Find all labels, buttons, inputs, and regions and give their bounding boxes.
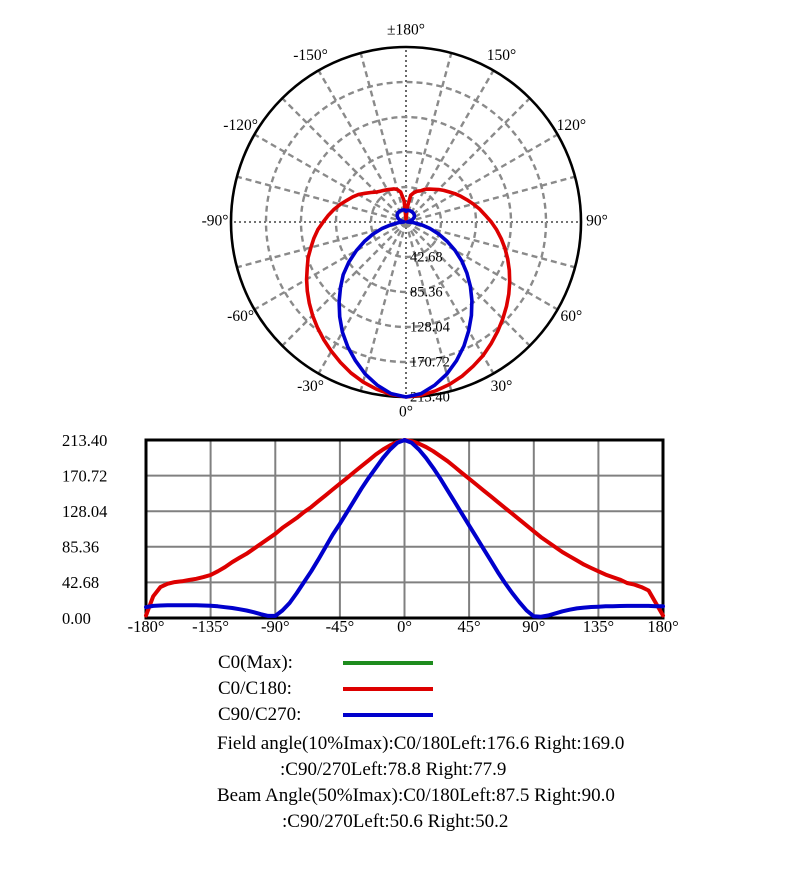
cartesian-x-tick-label: -45° [326, 617, 355, 636]
cartesian-x-tick-label: 180° [647, 617, 678, 636]
legend-swatch-c90c270 [343, 713, 433, 717]
polar-radial-gridline [253, 220, 407, 311]
polar-radial-gridline [405, 220, 576, 269]
polar-radial-gridline [404, 221, 495, 375]
cartesian-x-tick-label: 135° [583, 617, 614, 636]
polar-angle-label: -120° [223, 117, 258, 134]
cartesian-y-tick-label: 42.68 [62, 573, 99, 592]
legend-label-c0c180: C0/C180: [218, 678, 292, 699]
polar-radial-gridline [404, 69, 495, 223]
polar-radial-gridline [404, 52, 453, 223]
polar-radial-gridline [404, 221, 453, 392]
polar-radial-gridline [236, 175, 407, 224]
polar-ring-value-label: 42.68 [410, 249, 443, 265]
polar-angle-label: -150° [293, 47, 328, 64]
cartesian-x-tick-label: -90° [261, 617, 290, 636]
polar-radial-gridline [405, 221, 531, 347]
cartesian-x-tick-label: -135° [192, 617, 229, 636]
cartesian-curve-c90c270 [144, 438, 665, 619]
polar-ring-gridline [299, 115, 513, 329]
polar-angle-label: 150° [487, 47, 516, 64]
polar-intensity-curves [304, 187, 512, 399]
cartesian-y-tick-label: 128.04 [62, 502, 107, 521]
polar-angle-label: 90° [586, 213, 608, 230]
polar-curve-c90c270 [337, 208, 474, 399]
polar-angle-label: 60° [561, 308, 583, 325]
polar-ring-gridline [334, 150, 478, 294]
cartesian-y-tick-label: 213.40 [62, 431, 107, 450]
cartesian-y-tick-label: 170.72 [62, 466, 107, 485]
polar-ring-gridline [264, 80, 548, 364]
polar-radial-gridline [236, 220, 407, 269]
polar-radial-gridline [253, 133, 407, 224]
polar-angle-label: 120° [557, 117, 586, 134]
polar-angle-label: 0° [399, 404, 413, 421]
legend-row-c0max: C0(Max): [218, 651, 433, 675]
cartesian-grid [144, 438, 665, 620]
field-angle-c90-line: :C90/270Left:78.8 Right:77.9 [280, 759, 507, 780]
legend-row-c90c270: C90/C270: [218, 703, 433, 727]
legend-label-c90c270: C90/C270: [218, 704, 302, 725]
cartesian-x-tick-label: -180° [128, 617, 165, 636]
polar-radial-gridline [405, 97, 531, 223]
polar-radial-gridline [317, 69, 408, 223]
legend-label-c0max: C0(Max): [218, 652, 293, 673]
polar-radial-gridline [405, 175, 576, 224]
cartesian-axis-labels: -180° -135° -90° -45° 0° 45° 90° 135° 180° 213.40… [62, 431, 679, 636]
polar-radial-gridline [317, 221, 408, 375]
cartesian-y-tick-label: 85.36 [62, 538, 99, 557]
polar-radial-gridline [405, 220, 559, 311]
field-angle-c0-line: Field angle(10%Imax):C0/180Left:176.6 Ri… [217, 733, 625, 754]
polar-angle-label: -30° [297, 378, 324, 395]
polar-radial-gridline [359, 221, 408, 392]
cartesian-x-tick-label: 45° [458, 617, 481, 636]
legend-swatch-c0c180 [343, 687, 433, 691]
polar-radial-gridline [359, 52, 408, 223]
beam-angle-c0-line: Beam Angle(50%Imax):C0/180Left:87.5 Righ… [217, 785, 615, 806]
polar-grid [229, 45, 583, 399]
polar-angle-labels: ±180° -150° -120° -90° -60° -30° 0° 30° 60° 90° 12… [202, 22, 608, 421]
cartesian-y-tick-label: 0.00 [62, 609, 91, 628]
polar-ring-value-label: 128.04 [410, 319, 451, 335]
polar-ring-value-label: 85.36 [410, 284, 443, 300]
legend-swatch-c0max [343, 661, 433, 665]
beam-angle-c90-line: :C90/270Left:50.6 Right:50.2 [282, 811, 509, 832]
polar-radial-gridline [281, 221, 407, 347]
polar-angle-label: -90° [202, 213, 229, 230]
polar-radial-gridline [405, 133, 559, 224]
polar-ring-gridline [369, 185, 443, 259]
polar-angle-label: ±180° [387, 22, 425, 39]
legend-row-c0c180: C0/C180: [218, 677, 433, 701]
polar-angle-label: -60° [227, 308, 254, 325]
polar-ring-value-label: 170.72 [410, 354, 450, 370]
polar-radial-gridline [281, 97, 407, 223]
cartesian-intensity-curves [144, 438, 665, 619]
polar-angle-label: 30° [491, 378, 513, 395]
cartesian-x-tick-label: 0° [397, 617, 412, 636]
cartesian-x-tick-label: 90° [522, 617, 545, 636]
